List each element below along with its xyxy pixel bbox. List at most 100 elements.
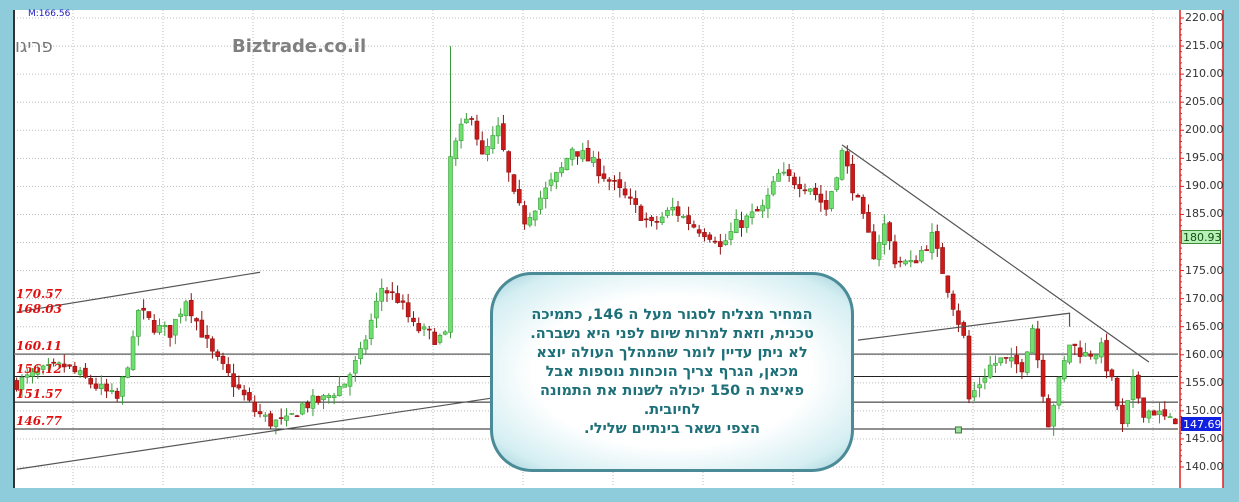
candle [1088, 353, 1093, 357]
candle [1162, 409, 1168, 417]
candle [173, 318, 178, 336]
candle [30, 371, 35, 377]
candle [834, 177, 840, 190]
y-tick-label: 145.00 [1185, 431, 1224, 445]
y-tick-label: 185.00 [1185, 207, 1224, 221]
candle [1040, 359, 1046, 397]
candle [310, 395, 316, 409]
candle [411, 317, 416, 322]
candle [696, 229, 702, 234]
candle [649, 216, 654, 222]
y-tick-label: 205.00 [1185, 95, 1224, 109]
candle [263, 414, 268, 417]
candle [35, 370, 41, 375]
candle [839, 150, 845, 180]
candle [294, 415, 300, 417]
trend-line [857, 312, 1071, 341]
level-label: 146.77 [16, 414, 62, 428]
candle [818, 193, 824, 203]
candle [1114, 377, 1120, 407]
candle [252, 401, 258, 412]
candle [1019, 362, 1025, 373]
candle [305, 402, 310, 409]
candle [1109, 369, 1115, 378]
candle [511, 174, 517, 192]
candle [887, 222, 892, 242]
indicator-readout: M:166.56 [28, 9, 71, 17]
candle [289, 413, 295, 415]
candle [564, 158, 570, 170]
candle [1067, 344, 1072, 363]
candle [405, 302, 411, 318]
candle [453, 140, 459, 159]
candle [188, 299, 194, 317]
level-label: 170.57 [16, 287, 62, 302]
candle [675, 206, 681, 216]
candle [765, 194, 771, 209]
y-tick-label: 140.00 [1185, 460, 1224, 473]
candle [479, 140, 485, 155]
candle [120, 376, 125, 397]
candle [733, 219, 739, 233]
candle [977, 384, 982, 389]
candle [1151, 410, 1157, 416]
candle [1136, 374, 1141, 399]
candle [194, 318, 199, 322]
candle [612, 180, 617, 182]
candle [591, 156, 596, 163]
candle [554, 172, 559, 183]
candle [538, 197, 543, 210]
candle [400, 300, 406, 303]
candle [342, 383, 347, 388]
candle [940, 247, 945, 274]
candle [680, 215, 686, 218]
candle [464, 118, 469, 124]
candle [432, 331, 437, 345]
candle [24, 374, 30, 378]
candle [892, 241, 898, 265]
candle [966, 335, 972, 400]
candle [516, 189, 522, 204]
candle [321, 395, 326, 401]
candle [442, 331, 448, 335]
candle [215, 351, 220, 357]
candle [929, 232, 935, 253]
candle [501, 123, 506, 150]
candle [993, 363, 998, 366]
candle [268, 413, 273, 427]
price-tag: 180.93 [1181, 230, 1222, 245]
candle [601, 173, 607, 179]
candle [1030, 328, 1035, 354]
candle [606, 179, 612, 182]
trend-line [16, 397, 493, 470]
candle [527, 217, 533, 226]
chart-title: פריגו [15, 36, 53, 57]
candle [352, 360, 358, 374]
candle [395, 293, 400, 303]
candle [1146, 410, 1152, 419]
candle [72, 365, 78, 373]
candle [961, 322, 967, 336]
candle [278, 417, 284, 419]
candle [347, 374, 353, 387]
candle [374, 300, 379, 319]
candle [469, 118, 474, 120]
candle [88, 378, 94, 385]
candle [739, 220, 744, 228]
level-label: 160.11 [16, 339, 62, 354]
annotation-line: לחיובית. [643, 401, 701, 418]
annotation-line: לא ניתן עדיין לומר שהמהלך העולה יוצא [536, 344, 808, 361]
candle [83, 367, 88, 378]
candle [315, 395, 321, 403]
candle [532, 210, 538, 221]
candle [569, 148, 575, 160]
candle [1173, 418, 1178, 425]
y-tick-label: 165.00 [1185, 319, 1224, 333]
candle [548, 179, 554, 186]
candle [167, 325, 173, 338]
candle [1098, 342, 1104, 358]
candle [622, 188, 628, 196]
candle [633, 198, 638, 205]
candle [1167, 416, 1173, 418]
candle [1024, 351, 1030, 373]
